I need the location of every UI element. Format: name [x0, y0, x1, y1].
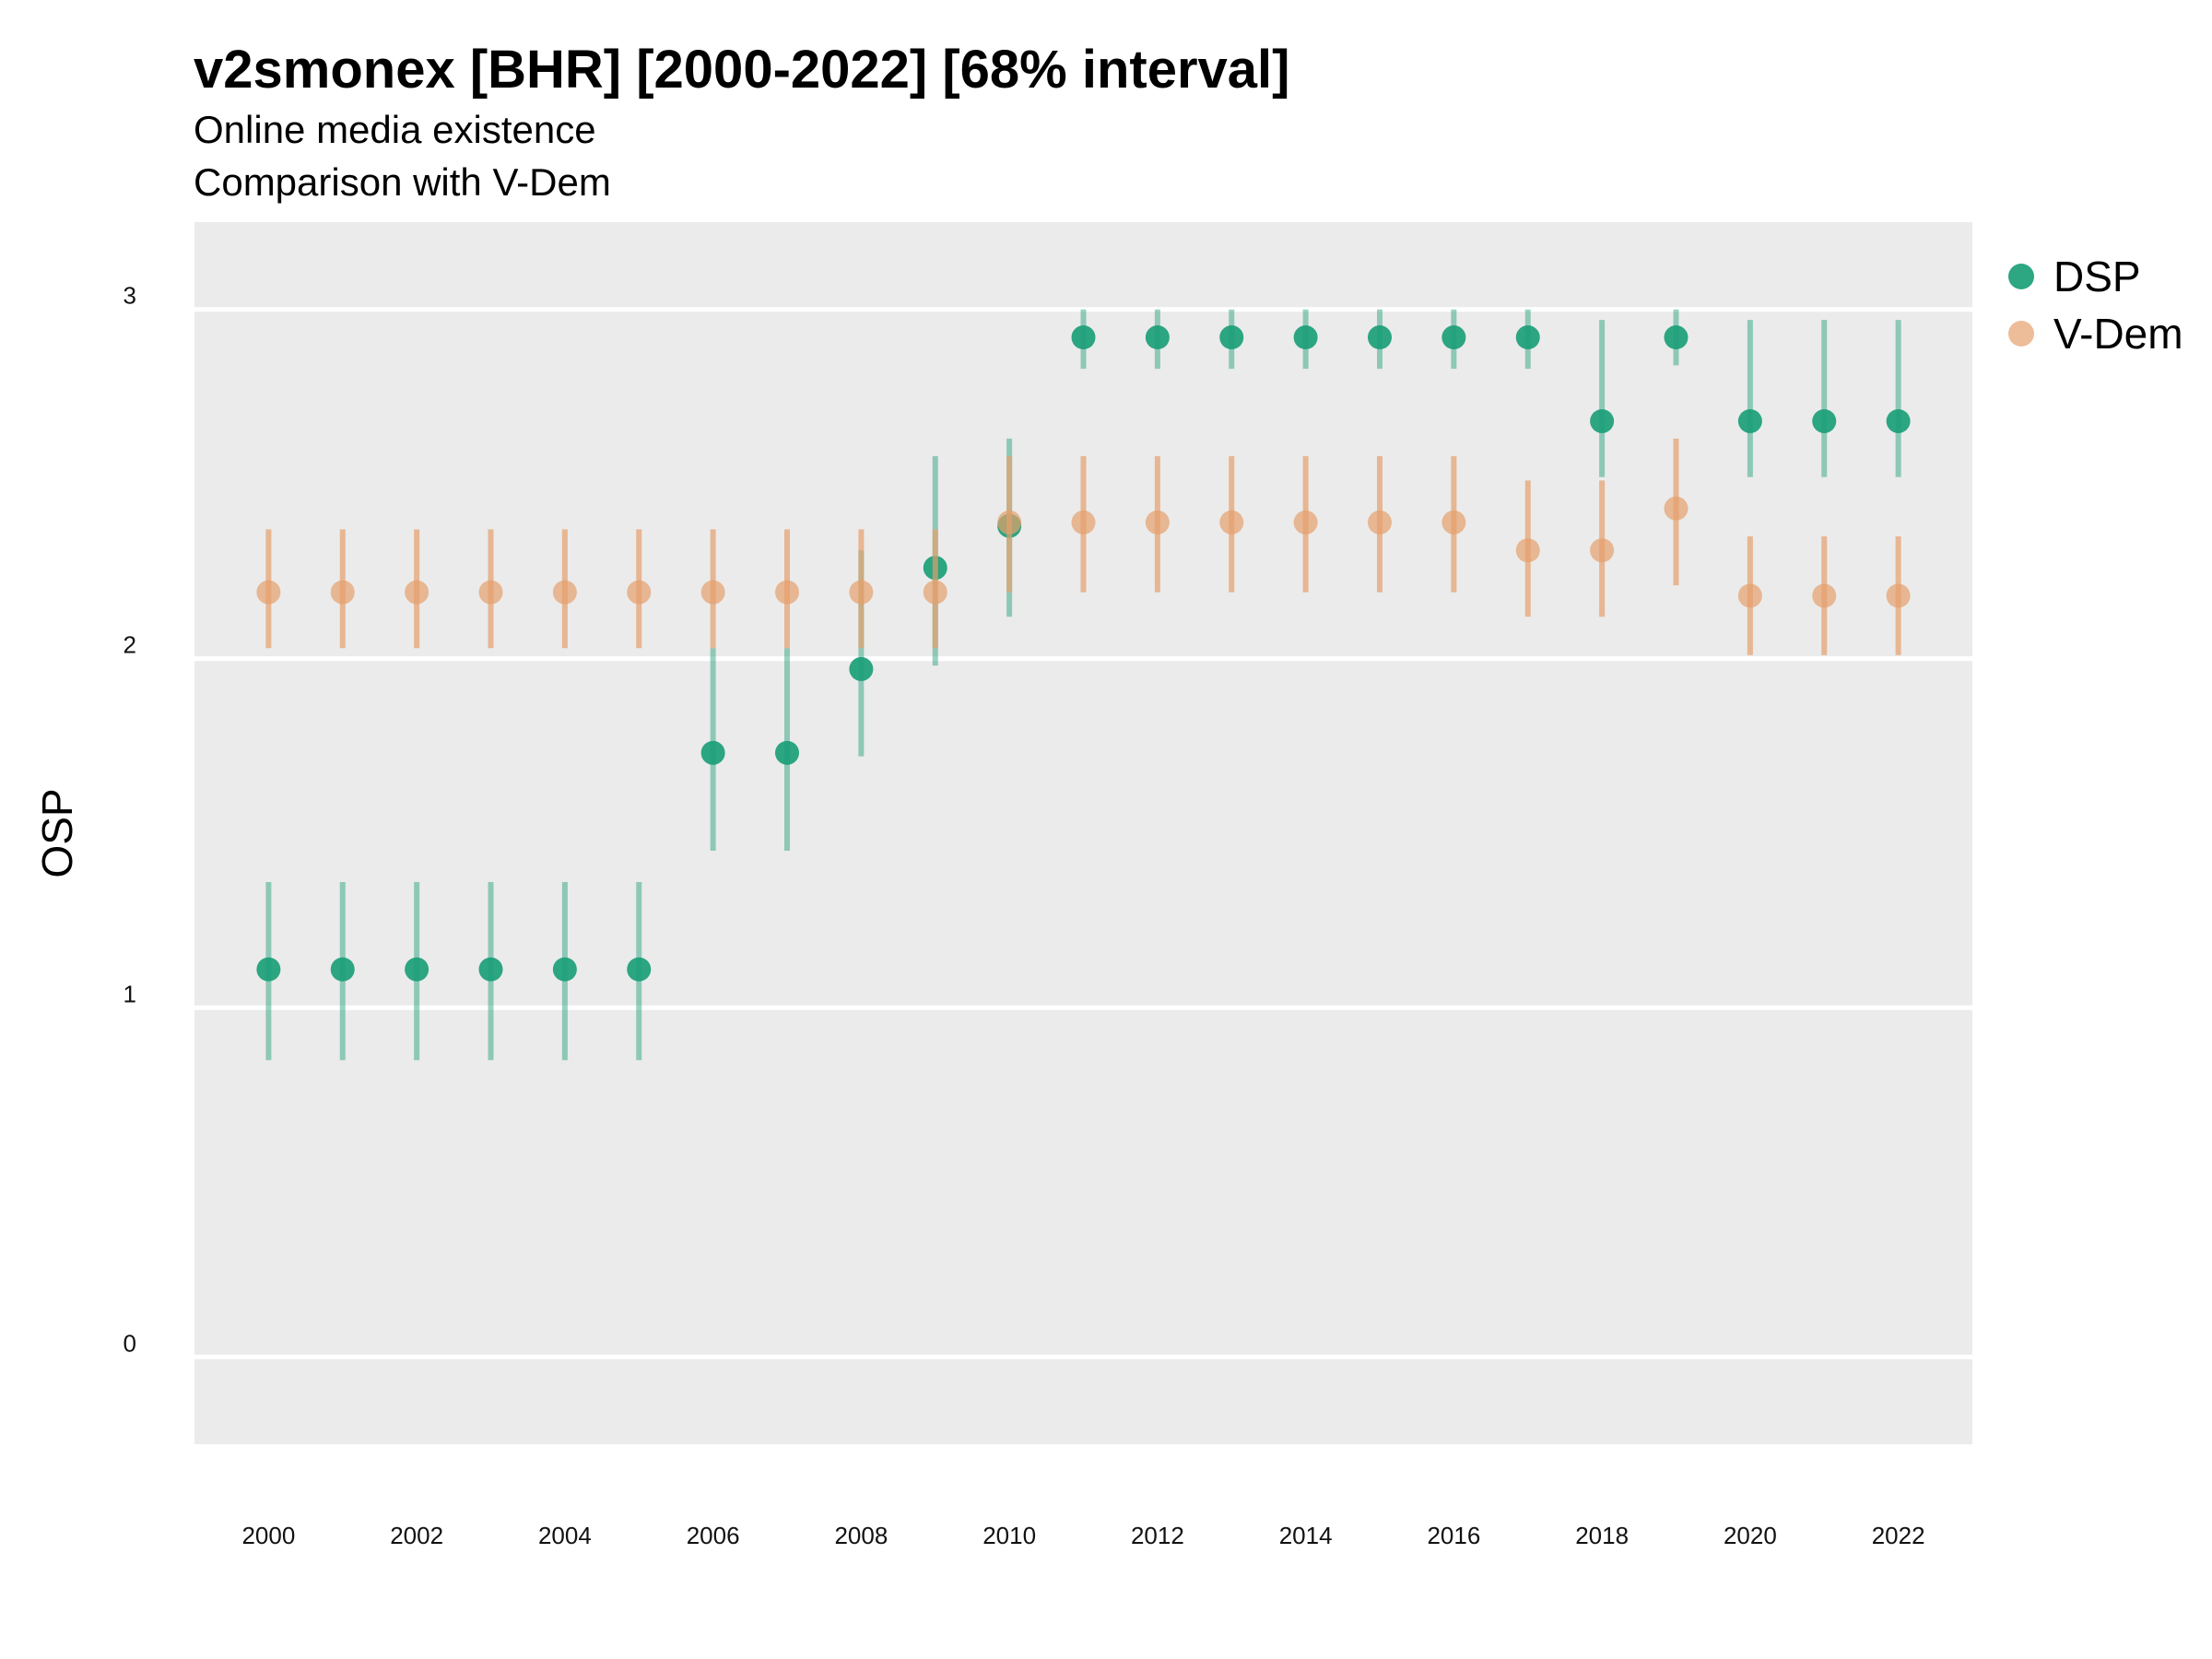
data-point	[1886, 583, 1911, 608]
data-point	[849, 656, 874, 681]
data-point	[330, 957, 355, 982]
data-point	[1590, 538, 1615, 563]
data-point	[1293, 325, 1318, 350]
data-point	[1293, 510, 1318, 535]
series-v-dem	[256, 438, 1911, 655]
legend-key	[2008, 264, 2034, 289]
data-point	[256, 957, 281, 982]
data-point	[775, 580, 799, 605]
data-series	[256, 309, 1911, 1061]
x-tick-label: 2010	[982, 1522, 1036, 1549]
data-point	[1812, 408, 1837, 433]
y-tick-label: 1	[124, 980, 136, 1007]
data-point	[1145, 325, 1170, 350]
y-tick-label: 3	[124, 282, 136, 310]
chart-subtitle-line-2: Comparison with V-Dem	[194, 160, 611, 204]
x-tick-label: 2004	[538, 1522, 592, 1549]
data-point	[1219, 325, 1244, 350]
data-point	[849, 580, 874, 605]
data-point	[1071, 325, 1096, 350]
plot-background	[194, 222, 1972, 1444]
data-point	[1219, 510, 1244, 535]
data-point	[627, 957, 652, 982]
x-tick-label: 2002	[390, 1522, 443, 1549]
data-point	[405, 957, 429, 982]
x-tick-label: 2014	[1279, 1522, 1333, 1549]
data-point	[1812, 583, 1837, 608]
data-point	[1441, 325, 1466, 350]
legend-label: DSP	[2053, 253, 2141, 300]
data-point	[700, 580, 725, 605]
x-tick-label: 2022	[1872, 1522, 1925, 1549]
data-point	[1664, 496, 1688, 521]
data-point	[1368, 510, 1392, 535]
data-point	[552, 580, 577, 605]
data-point	[627, 580, 652, 605]
data-point	[478, 580, 503, 605]
x-tick-label: 2006	[687, 1522, 740, 1549]
x-tick-label: 2020	[1724, 1522, 1777, 1549]
legend: DSP V-Dem	[2008, 253, 2183, 358]
chart-subtitle-line-1: Online media existence	[194, 108, 596, 151]
data-point	[552, 957, 577, 982]
y-axis-ticks: 0 1 2 3	[124, 282, 136, 1358]
grid-lines	[194, 307, 1972, 1359]
x-axis-ticks: 2000 2002 2004 2006 2008 2010 2012 2014 2016 2018…	[241, 1522, 1924, 1549]
data-point	[700, 740, 725, 765]
x-tick-label: 2016	[1427, 1522, 1480, 1549]
data-point	[256, 580, 281, 605]
chart-title: v2smonex [BHR] [2000-2022] [68% interval…	[194, 40, 1289, 100]
data-point	[775, 740, 799, 765]
x-tick-label: 2012	[1131, 1522, 1184, 1549]
x-tick-label: 2008	[834, 1522, 888, 1549]
y-tick-label: 0	[124, 1329, 136, 1357]
data-point	[1515, 325, 1540, 350]
data-point	[1590, 408, 1615, 433]
data-point	[997, 510, 1022, 535]
data-point	[1071, 510, 1096, 535]
data-point	[405, 580, 429, 605]
x-tick-label: 2018	[1575, 1522, 1629, 1549]
data-point	[1886, 408, 1911, 433]
data-point	[923, 580, 947, 605]
y-axis-label: OSP	[33, 788, 81, 877]
data-point	[1145, 510, 1170, 535]
data-point	[330, 580, 355, 605]
data-point	[1737, 583, 1762, 608]
legend-key	[2008, 321, 2034, 347]
data-point	[1664, 325, 1688, 350]
data-point	[478, 957, 503, 982]
x-tick-label: 2000	[241, 1522, 295, 1549]
data-point	[1515, 538, 1540, 563]
legend-label: V-Dem	[2053, 310, 2183, 358]
y-tick-label: 2	[124, 631, 136, 659]
data-point	[1737, 408, 1762, 433]
data-point	[1441, 510, 1466, 535]
data-point	[1368, 325, 1392, 350]
